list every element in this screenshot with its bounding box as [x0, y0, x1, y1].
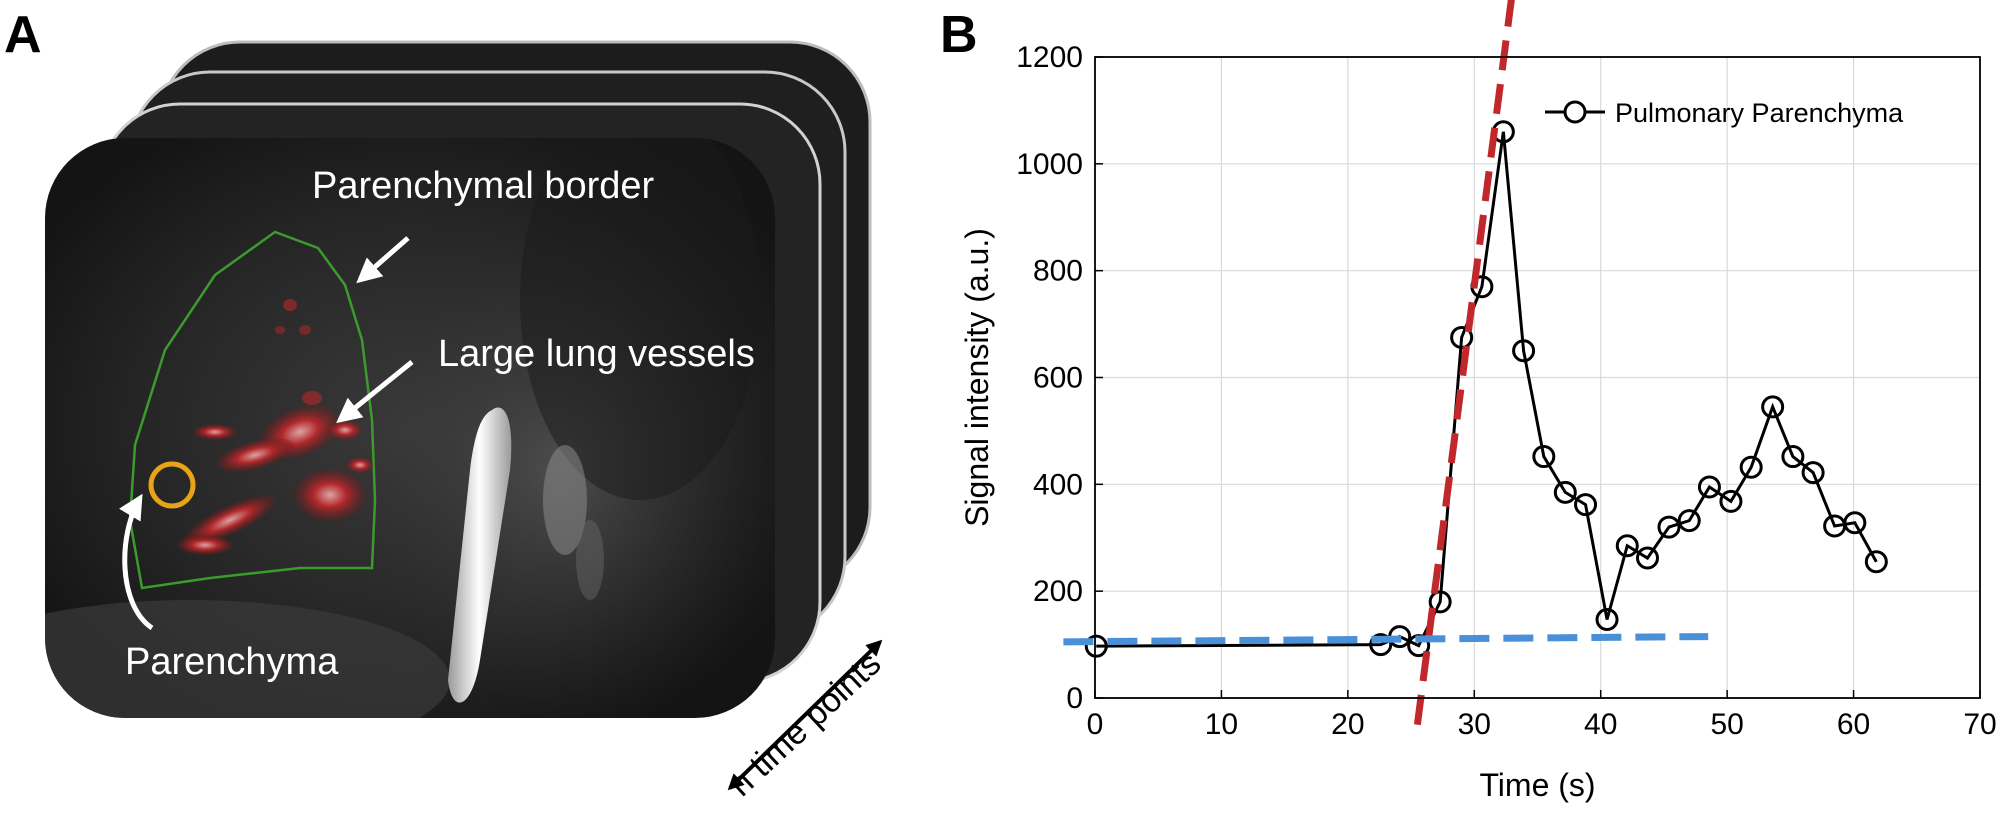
legend-label: Pulmonary Parenchyma: [1615, 98, 1904, 128]
data-point: [1428, 590, 1452, 614]
legend-marker: [1563, 100, 1587, 124]
data-point: [1864, 550, 1888, 574]
vessels-arrow: [336, 360, 414, 424]
data-point: [1615, 534, 1639, 558]
x-axis-label: Time (s): [1479, 767, 1595, 803]
data-point: [1697, 475, 1721, 499]
data-point: [1595, 607, 1619, 631]
panel-a: A: [4, 6, 888, 804]
time-points-arrow: [727, 639, 883, 791]
x-tick-label: 10: [1205, 708, 1238, 741]
data-point: [1843, 511, 1867, 535]
x-tick-label: 20: [1331, 708, 1364, 741]
y-tick-label: 600: [1033, 362, 1083, 395]
baseline-fit-line: [1063, 633, 1709, 646]
x-tick-label: 30: [1458, 708, 1491, 741]
x-tick-label: 40: [1584, 708, 1617, 741]
mri-frame-front: Parenchymal border Large lung vessels Pa…: [45, 138, 775, 718]
data-point: [1084, 634, 1108, 658]
y-tick-label: 1000: [1016, 148, 1083, 181]
data-point: [1657, 515, 1681, 539]
x-tick-label: 60: [1837, 708, 1870, 741]
y-tick-label: 400: [1033, 468, 1083, 501]
x-tick-label: 70: [1963, 708, 1996, 741]
panel-a-letter: A: [4, 6, 42, 64]
border-arrow: [356, 236, 410, 284]
chart: 0 10 20 30 40 50 60 70 0 200 400 600 800 1000 1200 Time…: [959, 0, 1997, 803]
data-point: [1512, 339, 1536, 363]
label-parenchyma: Parenchyma: [125, 641, 339, 683]
data-point: [1719, 489, 1743, 513]
data-point: [1574, 493, 1598, 517]
panel-b: B 0 10 20 30 40 50 60 70 0 200 400 600 800 1000 1200 Ti…: [940, 0, 1997, 803]
data-point: [1781, 445, 1805, 469]
data-point: [1450, 325, 1474, 349]
label-parenchymal-border: Parenchymal border: [312, 165, 655, 207]
panel-b-letter: B: [940, 6, 978, 64]
aorta: [448, 407, 512, 703]
data-point: [1761, 395, 1785, 419]
x-tick-label: 50: [1710, 708, 1743, 741]
y-tick-label: 800: [1033, 255, 1083, 288]
data-point: [1532, 445, 1556, 469]
data-point: [1801, 461, 1825, 485]
upslope-fit-line: [1413, 0, 1515, 726]
lung-vessels: [177, 299, 374, 555]
parenchyma-arrow: [119, 493, 154, 631]
data-point: [1553, 480, 1577, 504]
x-tick-label: 0: [1087, 708, 1104, 741]
y-tick-label: 1200: [1016, 41, 1083, 74]
data-point: [1635, 546, 1659, 570]
y-tick-label: 200: [1033, 575, 1083, 608]
y-axis-label: Signal intensity (a.u.): [959, 228, 995, 527]
label-large-lung-vessels: Large lung vessels: [438, 333, 755, 375]
y-tick-label: 0: [1066, 682, 1083, 715]
axes-frame: [1094, 56, 1981, 699]
data-point: [1677, 509, 1701, 533]
roi-circle: [148, 461, 196, 509]
data-point: [1739, 455, 1763, 479]
parenchymal-border-outline: [128, 230, 377, 590]
data-point: [1369, 633, 1393, 657]
